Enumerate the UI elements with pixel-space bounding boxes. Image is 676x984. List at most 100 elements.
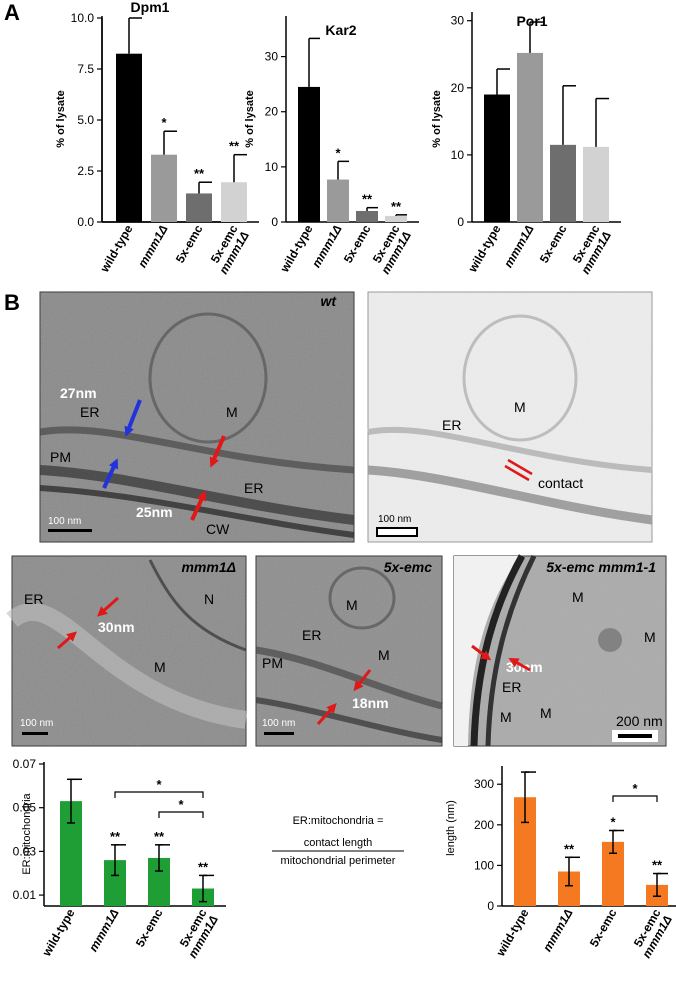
y-tick-label: 5.0 <box>77 113 94 127</box>
bar <box>186 193 212 222</box>
category-label: mmm1Δ <box>86 907 121 954</box>
chart-title: Por1 <box>516 13 547 29</box>
category-label: 5x-emcmmm1Δ <box>567 222 614 276</box>
chart-title: Dpm1 <box>131 0 170 15</box>
label-m-3: M <box>500 709 512 725</box>
bar <box>327 179 349 222</box>
y-tick-label: 10 <box>265 160 279 174</box>
significance-label: ** <box>110 829 121 844</box>
significance-bracket <box>114 791 204 798</box>
bar <box>60 801 82 906</box>
significance-label: ** <box>362 192 373 207</box>
equation: ER:mitochondria = contact length mitocho… <box>272 815 404 867</box>
bar <box>385 215 407 222</box>
bar <box>298 86 320 223</box>
category-label: 5x-emc <box>173 222 206 265</box>
y-tick-label: 10 <box>451 148 465 162</box>
equation-numerator: contact length <box>304 837 373 849</box>
category-label: mmm1Δ <box>501 223 536 270</box>
label-m-2: M <box>378 647 390 663</box>
category-label: mmm1Δ <box>135 223 170 270</box>
label-m-4: M <box>540 705 552 721</box>
bracket-label: * <box>178 797 184 812</box>
micrograph-title: mmm1Δ <box>181 559 236 575</box>
equation-lhs: ER:mitochondria = <box>293 815 384 827</box>
panel-a-label: A <box>4 0 20 25</box>
bar <box>550 144 576 222</box>
equation-denominator: mitochondrial perimeter <box>281 855 396 867</box>
category-label: wild-type <box>277 222 316 275</box>
label-er: ER <box>80 404 99 420</box>
y-tick-label: 20 <box>265 105 279 119</box>
micrograph-5x-emc: 5x-emc M ER M PM 18nm 100 nm <box>255 555 443 747</box>
bar <box>514 797 536 906</box>
measure-25nm: 25nm <box>136 504 173 520</box>
chart-kar2: Kar2 % of lysate <box>244 22 357 148</box>
label-m: M <box>154 659 166 675</box>
label-pm: PM <box>50 449 71 465</box>
category-label: 5x-emcmmm1Δ <box>628 906 675 960</box>
category-label: 5x-emc <box>133 906 166 949</box>
significance-label: ** <box>652 858 663 873</box>
bracket-label: * <box>156 777 162 792</box>
chart-0-marks: 0.0 2.5 5.0 7.5 10.0 wild-type * mmm1Δ ** 5x-emc *… <box>71 11 259 276</box>
significance-bracket <box>612 795 658 802</box>
label-er: ER <box>442 417 461 433</box>
category-label: wild-type <box>97 222 136 275</box>
y-tick-label: 0 <box>271 215 278 229</box>
micrograph-mmm1: mmm1Δ ER N M 30nm 100 nm <box>6 555 248 747</box>
micrograph-title: 5x-emc <box>384 559 432 575</box>
bar <box>356 210 378 222</box>
significance-bracket <box>158 811 204 818</box>
micrograph-5x-emc-mmm1: 5x-emc mmm1-1 M M ER M M 30nm 200 nm <box>453 554 667 747</box>
bar <box>151 154 177 222</box>
y-axis-label-er-mito: ER:mitochondria <box>21 792 33 874</box>
chart-por1: Por1 % of lysate <box>431 13 548 148</box>
significance-label: ** <box>229 139 240 154</box>
label-m-2: M <box>644 629 656 645</box>
chart-dpm1: Dpm1 % of lysate <box>55 0 240 223</box>
y-tick-label: 2.5 <box>77 164 94 178</box>
y-tick-label: 300 <box>474 777 494 791</box>
category-label: 5x-emc <box>587 906 620 949</box>
category-label: 5x-emc <box>537 222 570 265</box>
y-axis-label: % of lysate <box>244 90 256 147</box>
micrograph-title: 5x-emc mmm1-1 <box>546 559 656 575</box>
chart-4-marks: 0 100 200 300 wild-type ** mmm1Δ * 5x-emc ** 5x-em… <box>474 766 676 960</box>
chart-title: Kar2 <box>325 22 356 38</box>
label-pm: PM <box>262 655 283 671</box>
y-tick-label: 20 <box>451 81 465 95</box>
measure-18nm: 18nm <box>352 695 389 711</box>
label-er-2: ER <box>244 480 263 496</box>
bar <box>602 841 624 906</box>
significance-label: ** <box>154 829 165 844</box>
bar <box>558 871 580 906</box>
y-tick-label: 30 <box>451 14 465 28</box>
y-tick-label: 10.0 <box>71 11 95 25</box>
label-er: ER <box>502 679 521 695</box>
bar <box>221 182 247 222</box>
label-m: M <box>572 589 584 605</box>
category-label: mmm1Δ <box>540 907 575 954</box>
y-axis-label-length: length (nm) <box>445 800 457 856</box>
label-m: M <box>346 597 358 613</box>
label-er: ER <box>24 591 43 607</box>
y-tick-label: 0.05 <box>13 801 37 815</box>
bar <box>104 860 126 906</box>
label-er: ER <box>302 627 321 643</box>
scale-label: 100 nm <box>378 514 411 525</box>
scale-label: 200 nm <box>616 713 663 729</box>
significance-label: ** <box>564 841 575 856</box>
label-n: N <box>204 591 214 607</box>
significance-label: * <box>610 815 616 830</box>
significance-label: ** <box>391 199 402 214</box>
y-tick-label: 0.03 <box>13 844 37 858</box>
bar <box>517 52 543 222</box>
micrograph-wt: wt ER M PM ER CW 27nm 25nm 100 nm <box>39 291 355 543</box>
y-axis-label: % of lysate <box>55 90 67 147</box>
micrograph-wt-inverted: ER M contact 100 nm <box>367 291 653 543</box>
chart-3-marks: 0.010.030.050.07wild-type**mmm1Δ**5x-emc… <box>13 757 226 960</box>
category-label: 5x-emcmmm1Δ <box>174 906 221 960</box>
scale-label: 100 nm <box>48 516 81 527</box>
chart-1-marks: 0102030wild-type*mmm1Δ**5x-emc**5x-emcmm… <box>265 16 419 276</box>
